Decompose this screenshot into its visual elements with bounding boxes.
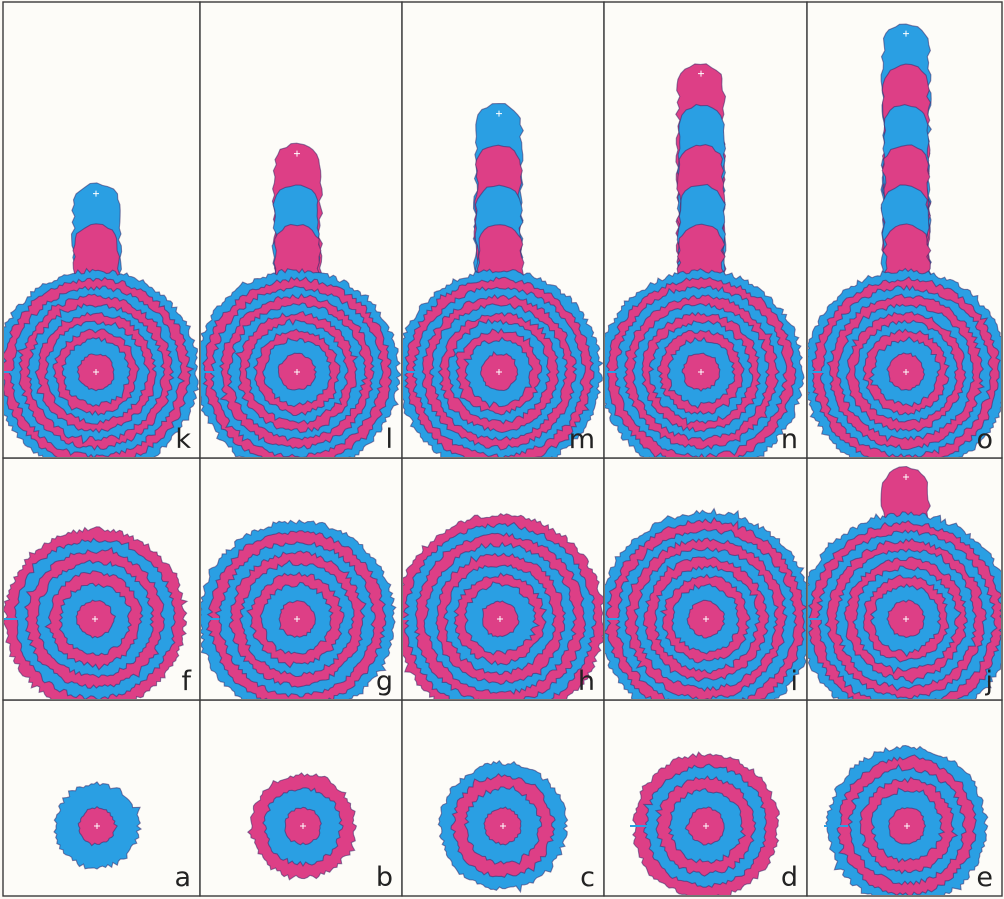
colony-g [201,519,397,699]
center-marker [500,823,506,829]
panel-label: n [781,424,798,455]
tip-marker [903,30,909,37]
center-marker [703,823,709,829]
center-marker [93,369,99,375]
panel-d: d [603,699,808,897]
colony-j [808,465,1001,699]
panel-label: e [976,862,993,893]
panel-label: l [385,424,393,455]
panel-h: h [401,457,605,701]
colony-f [4,526,189,699]
center-marker [294,369,300,375]
panel-label: k [175,424,191,455]
panel-g: g [199,457,403,701]
center-marker [496,369,502,375]
center-marker [903,616,909,622]
panel-f: f [2,457,201,701]
panel-o: o [806,1,1003,459]
panel-label: m [569,424,595,455]
panel-label: f [181,666,192,697]
tip-marker [698,70,704,77]
panel-b: b [199,699,403,897]
center-marker [497,616,503,622]
panel-label: g [376,666,393,697]
center-marker [94,823,100,829]
panel-a: a [2,699,201,897]
panel-label: d [781,862,798,893]
colony-l [201,142,401,457]
panel-i: i [603,457,808,701]
colony-n [605,63,805,457]
colony-d [630,751,780,895]
center-marker [92,616,98,622]
panel-n: n [603,1,808,459]
center-marker [904,823,910,829]
center-marker [300,823,306,829]
colony-o [808,23,1001,457]
colony-e [824,744,989,895]
colony-i [605,507,806,699]
colony-m [403,102,603,457]
panel-m: m [401,1,605,459]
colony-k [4,182,199,457]
panel-label: b [376,862,393,893]
tip-marker [93,190,99,197]
panel-label: h [578,666,595,697]
colony-h [403,512,603,699]
center-marker [703,616,709,622]
panel-label: i [790,666,798,697]
colony-a [53,781,143,870]
panel-k: k [2,1,201,459]
center-marker [294,616,300,622]
panel-c: c [401,699,605,897]
center-marker [903,369,909,375]
panel-j: j [806,457,1003,701]
panel-label: a [174,862,191,893]
tip-marker [294,150,300,157]
colony-c [437,759,569,894]
panel-label: o [976,424,993,455]
tip-marker [496,110,502,117]
center-marker [698,369,704,375]
panel-label: j [984,666,993,697]
panel-l: l [199,1,403,459]
panel-e: e [806,699,1003,897]
panel-label: c [580,862,595,893]
colony-b [246,772,358,881]
tip-marker [903,474,909,480]
